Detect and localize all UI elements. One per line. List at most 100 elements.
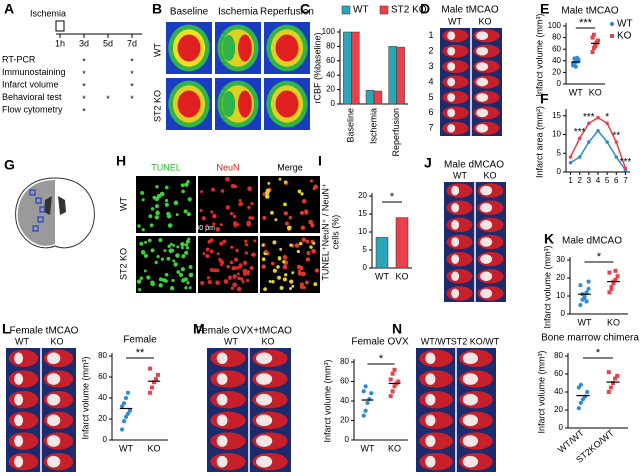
infarct-area [447,77,456,87]
brain-slice [8,370,39,388]
cell [242,271,247,276]
infarct-area [447,62,456,71]
cell [238,202,241,206]
cell [212,268,217,273]
cell [188,286,192,290]
infarct-area [425,373,436,385]
cell [300,192,304,196]
y-tick-label: 0 [363,263,368,272]
brain-slice [419,432,453,450]
brain-slice [210,411,246,430]
data-point [392,367,397,372]
cell [244,239,248,243]
legend-marker [610,34,614,38]
significance-label: * [597,251,602,263]
panel-letter: A [4,1,14,17]
data-point [607,290,612,295]
cell [187,197,192,202]
y-tick-label: 80 [552,33,561,42]
cell [162,278,167,283]
cell [181,189,185,194]
column-label: Baseline [170,7,209,18]
cell [164,202,169,207]
infarct-area [480,237,493,247]
series-point [596,128,600,133]
scale-bar-label: 30 μm [195,225,215,232]
series-point [614,155,619,159]
panel-title: Male dMCAO [444,160,504,171]
column-label: WT [448,16,462,26]
cell [235,248,239,252]
column-label: WT [15,336,29,346]
legend-swatch [379,5,389,15]
infarct-area [462,393,479,406]
cell [283,202,287,207]
cell [309,245,313,249]
data-point [615,274,620,279]
cell [149,223,154,228]
cell [289,243,293,247]
infarct-area [480,254,493,264]
y-tick-label: 20 [554,405,563,414]
y-tick-label: 15 [552,111,561,120]
slice-number: 1 [428,30,433,40]
infarct-area [462,414,479,427]
panel-letter: F [540,91,549,107]
cell [289,279,294,284]
y-tick-label: 80 [554,351,563,360]
y-tick-label: 10 [552,130,561,139]
infarct-area [46,414,61,427]
cell [215,280,220,285]
brain-slice [210,370,246,388]
series-point [587,140,591,144]
cell [304,280,309,285]
assay-mark: * [106,94,110,104]
legend-swatch [341,5,351,15]
cell [170,248,175,253]
slice-number: 7 [428,123,433,133]
cell [282,277,287,282]
data-point [613,376,618,381]
cell [173,200,179,206]
cell [139,241,144,246]
cell [238,198,242,203]
bar [343,31,352,105]
infarct-area [480,220,493,230]
cell [176,245,180,249]
significance-label: *** [579,17,593,29]
data-point [609,285,614,289]
chart-title: Male tMCAO [561,6,618,17]
infarct-area [447,31,456,41]
cell [268,280,272,283]
data-point [584,299,589,304]
cell [230,286,235,291]
assay-mark: * [130,94,134,104]
data-point [390,371,395,376]
cell [226,264,231,269]
heatmap-zone [238,90,252,118]
cell [236,272,240,276]
infarct-area [451,237,460,247]
y-tick-label: 20 [556,273,565,282]
brain-slice [419,370,453,388]
cell [201,216,206,221]
panel-letter: L [2,321,11,337]
slice-number: 5 [428,92,433,102]
cell [205,224,209,228]
brain-slice [442,44,469,58]
series-point [587,121,591,126]
cell [164,185,169,190]
ischemia-box [55,20,65,32]
cell [150,207,155,211]
cell [172,259,176,263]
sampling-area [29,189,36,196]
cell [291,271,295,275]
data-point [363,408,368,413]
bar [351,31,360,105]
cell [159,191,165,197]
data-point [150,385,155,390]
panel-letter: J [424,155,432,171]
y-tick-label: 10 [358,227,367,236]
y-tick-label: 0 [557,167,562,176]
infarct-area [216,435,228,447]
